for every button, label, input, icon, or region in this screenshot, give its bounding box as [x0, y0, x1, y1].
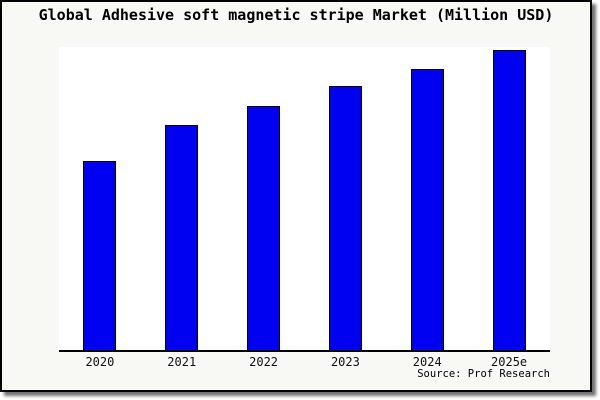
x-tick-label-2024: 2024 — [412, 355, 442, 369]
x-axis-labels: 2020 2021 2022 2023 2024 2025e — [59, 355, 550, 371]
plot-area — [59, 47, 550, 352]
x-tick-label-2025e: 2025e — [491, 355, 528, 369]
source-note: Source: Prof Research — [417, 368, 550, 380]
x-tick-label-2020: 2020 — [85, 355, 115, 369]
bar-2020 — [83, 161, 117, 350]
bar-2025e — [492, 50, 526, 350]
x-tick-label-2023: 2023 — [330, 355, 360, 369]
bar-2023 — [328, 86, 362, 350]
bar-2022 — [247, 105, 281, 350]
chart-title: Global Adhesive soft magnetic stripe Mar… — [38, 6, 554, 24]
bar-2024 — [410, 69, 444, 350]
x-tick-label-2022: 2022 — [249, 355, 279, 369]
chart-frame: Global Adhesive soft magnetic stripe Mar… — [0, 0, 592, 392]
bar-2021 — [165, 124, 199, 350]
x-tick-label-2021: 2021 — [167, 355, 197, 369]
